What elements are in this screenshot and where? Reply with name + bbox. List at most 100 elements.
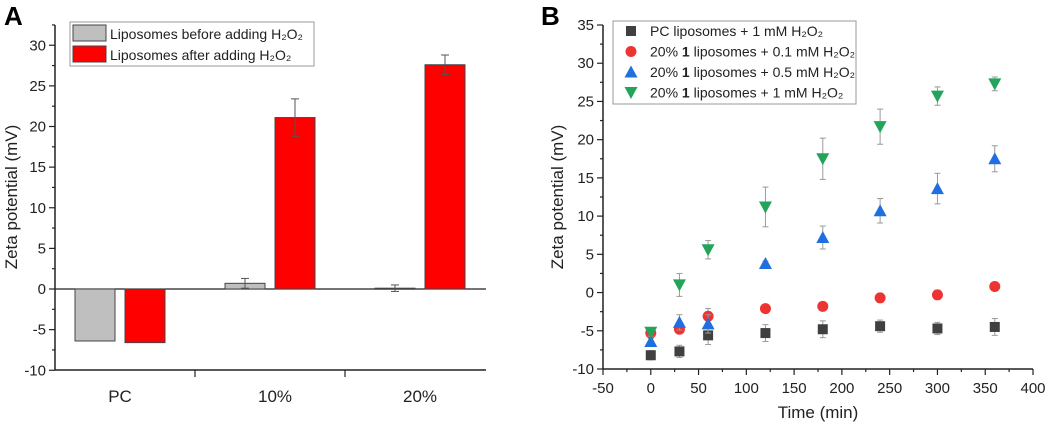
panel-label: A	[4, 1, 23, 31]
x-tick-label: 350	[973, 380, 998, 397]
x-tick-label: 50	[690, 380, 707, 397]
square-marker	[932, 323, 943, 334]
triangle-up-marker	[644, 334, 658, 347]
y-axis-label: Zeta potential (mV)	[2, 125, 21, 270]
triangle-down-marker	[873, 121, 887, 134]
circle-marker	[931, 289, 943, 301]
square-marker	[626, 26, 636, 36]
triangle-up-marker	[816, 231, 830, 244]
legend-box	[69, 21, 315, 67]
triangle-up-marker	[873, 204, 887, 217]
data-series	[644, 76, 1002, 339]
y-tick-label: 30	[577, 55, 594, 72]
circle-marker	[989, 280, 1001, 292]
triangle-down-marker	[816, 153, 830, 166]
x-tick-label: 400	[1020, 380, 1045, 397]
data-series	[645, 318, 1000, 361]
legend-label: 20% 1 liposomes + 1 mM H₂O₂	[650, 85, 843, 101]
legend-label-part: liposomes + 0.5 mM H₂O₂	[690, 64, 855, 80]
legend-label-part: 20%	[650, 64, 682, 80]
y-tick-label: 30	[29, 37, 46, 54]
triangle-up-marker	[758, 257, 772, 270]
x-tick-label: 0	[647, 380, 655, 397]
triangle-down-marker	[672, 279, 686, 292]
square-marker	[760, 328, 771, 339]
triangle-up-marker	[988, 152, 1002, 165]
y-tick-label: 20	[29, 119, 46, 136]
legend-label-part: 1	[682, 85, 690, 101]
circle-marker	[625, 46, 637, 57]
bar	[124, 288, 166, 344]
panel-label: B	[541, 1, 560, 31]
y-tick-label: 0	[38, 281, 46, 298]
legend-label-part: 20%	[650, 44, 682, 60]
x-tick-label: 150	[782, 380, 807, 397]
x-tick-label: 250	[877, 380, 902, 397]
y-axis-label: Zeta potential (mV)	[548, 125, 567, 270]
legend-label: Liposomes after adding H₂O₂	[110, 47, 291, 63]
legend-swatch	[72, 45, 107, 63]
triangle-down-marker	[758, 201, 772, 214]
square-marker	[703, 330, 714, 341]
legend-swatch	[72, 24, 107, 42]
legend-label-part: 1	[682, 64, 690, 80]
legend-label-part: 1	[682, 44, 690, 60]
y-tick-label: -10	[572, 361, 594, 378]
data-series	[644, 145, 1002, 347]
y-tick-label: 25	[577, 93, 594, 110]
x-tick-label: PC	[108, 387, 132, 406]
x-axis-label: Time (min)	[778, 403, 859, 422]
square-marker	[817, 324, 828, 335]
y-tick-label: 35	[577, 17, 594, 34]
bar	[74, 288, 116, 342]
bar	[424, 64, 466, 290]
x-tick-label: 100	[734, 380, 759, 397]
y-tick-label: 15	[577, 170, 594, 187]
x-tick-label: 10%	[258, 387, 292, 406]
y-tick-label: 10	[577, 208, 594, 225]
y-tick-label: 5	[38, 240, 46, 257]
y-tick-label: 20	[577, 132, 594, 149]
legend: PC liposomes + 1 mM H₂O₂ 20% 1 liposomes …	[612, 20, 857, 105]
y-tick-label: -5	[33, 322, 46, 339]
x-tick-label: 20%	[403, 387, 437, 406]
legend-label-part: liposomes + 1 mM H₂O₂	[690, 85, 844, 101]
y-tick-label: 25	[29, 78, 46, 95]
x-tick-label: -50	[592, 380, 614, 397]
legend-label: 20% 1 liposomes + 0.5 mM H₂O₂	[650, 64, 855, 80]
bar	[274, 117, 316, 290]
legend: Liposomes before adding H₂O₂ Liposomes af…	[69, 21, 315, 67]
y-tick-label: 5	[586, 246, 594, 263]
square-marker	[875, 321, 886, 332]
triangle-down-marker	[930, 90, 944, 103]
y-tick-label: 15	[29, 159, 46, 176]
circle-marker	[759, 303, 771, 315]
legend-label-part: liposomes + 0.1 mM H₂O₂	[690, 44, 855, 60]
triangle-up-marker	[930, 182, 944, 195]
x-tick-label: 300	[925, 380, 950, 397]
triangle-down-marker	[624, 87, 638, 99]
legend-label-part: PC liposomes + 1 mM H₂O₂	[650, 23, 823, 39]
triangle-up-marker	[672, 315, 686, 328]
circle-marker	[817, 300, 829, 312]
square-marker	[674, 346, 685, 357]
y-tick-label: 0	[586, 285, 594, 302]
panel-a-bar-chart: A -10 -5 0 5 10 15 20 25 30 Zeta potential (mV) PC 1…	[2, 1, 486, 406]
y-tick-label: -10	[24, 362, 46, 379]
legend-label: PC liposomes + 1 mM H₂O₂	[650, 23, 823, 39]
triangle-down-marker	[644, 326, 658, 339]
legend-box	[612, 20, 857, 105]
square-marker	[645, 350, 656, 361]
legend-label: Liposomes before adding H₂O₂	[110, 26, 303, 42]
legend-label: 20% 1 liposomes + 0.1 mM H₂O₂	[650, 44, 855, 60]
x-tick-label: 200	[829, 380, 854, 397]
circle-marker	[874, 292, 886, 304]
triangle-down-marker	[701, 244, 715, 257]
triangle-up-marker	[701, 317, 715, 330]
y-tick-label: -5	[581, 323, 594, 340]
y-tick-label: 10	[29, 200, 46, 217]
triangle-down-marker	[988, 78, 1002, 91]
square-marker	[989, 321, 1000, 332]
